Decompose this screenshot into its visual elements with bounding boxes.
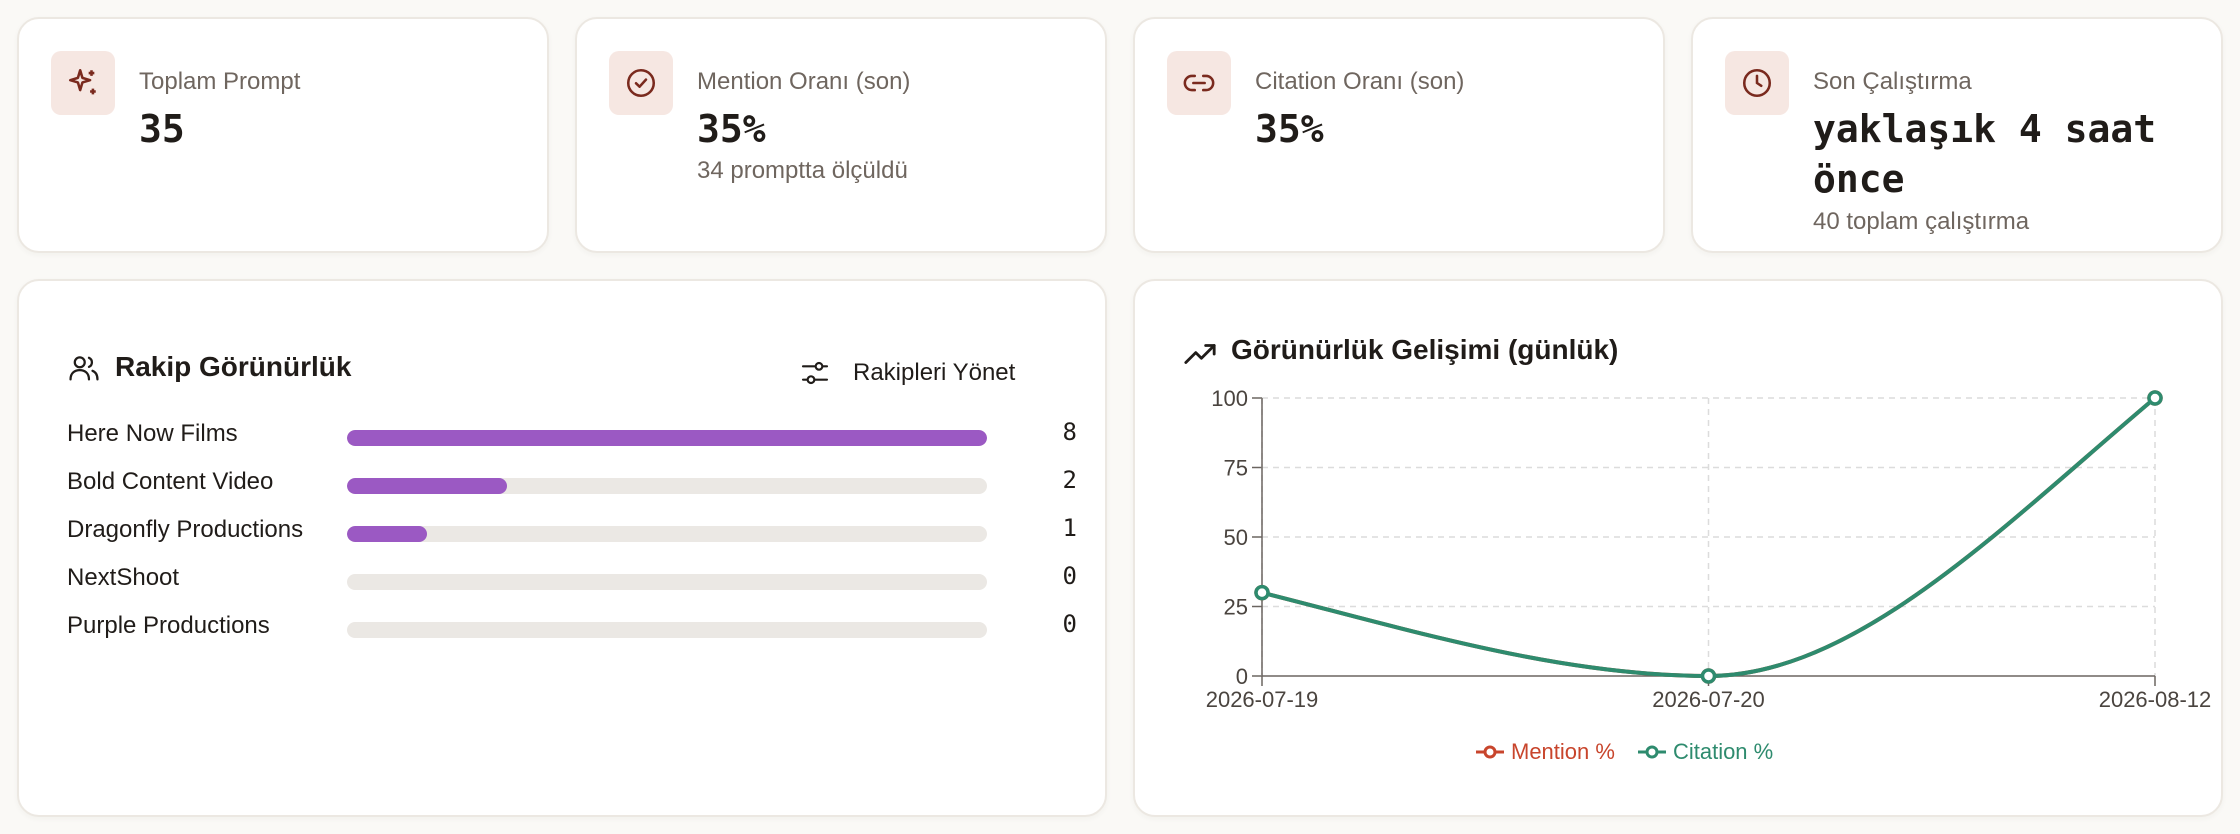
stat-card-mention-rate: Mention Oranı (son) 35% 34 promptta ölçü… [575, 17, 1107, 253]
stat-subtext: 34 promptta ölçüldü [697, 157, 908, 184]
competitor-bar-fill [347, 526, 427, 542]
competitor-count: 0 [1062, 562, 1077, 590]
chart-legend: Mention % Citation % [1475, 739, 1773, 765]
stat-value: yaklaşık 4 saat önce [1813, 107, 2157, 201]
competitor-count: 1 [1062, 514, 1077, 542]
competitor-bar-fill [347, 430, 987, 446]
visibility-trend-title: Görünürlük Gelişimi (günlük) [1231, 334, 1619, 365]
competitor-bar-fill [347, 478, 507, 494]
visibility-trend-card: Görünürlük Gelişimi (günlük) 0 25 50 75 100 2… [1133, 279, 2223, 817]
stat-label: Mention Oranı (son) [697, 68, 911, 95]
competitor-name: NextShoot [67, 564, 180, 591]
legend-item-citation[interactable]: Citation % [1637, 739, 1773, 765]
x-tick-label: 2026-08-12 [2099, 687, 2212, 712]
stat-value: 35% [697, 107, 766, 151]
competitor-name: Dragonfly Productions [67, 516, 304, 543]
stat-label: Son Çalıştırma [1813, 68, 1972, 95]
check-circle-icon [609, 51, 673, 115]
stat-value: 35% [1255, 107, 1324, 151]
y-tick-label: 25 [1224, 595, 1248, 620]
y-tick-label: 0 [1236, 664, 1248, 689]
legend-marker-icon [1476, 745, 1504, 759]
visibility-line-chart: 0 25 50 75 100 2026-07-19 2026-07-20 2026-08-12 [1206, 386, 2212, 712]
sparkles-icon [51, 51, 115, 115]
stat-value: 35 [139, 107, 185, 151]
citation-point [1254, 584, 1270, 601]
competitor-name: Purple Productions [67, 612, 270, 639]
manage-competitors-label: Rakipleri Yönet [853, 359, 1016, 386]
competitor-row: Dragonfly Productions 1 [67, 512, 1077, 552]
citation-point [2147, 390, 2163, 406]
competitor-bar-track [347, 478, 987, 494]
competitor-name: Here Now Films [67, 420, 238, 447]
stat-card-citation-rate: Citation Oranı (son) 35% [1133, 17, 1665, 253]
stat-label: Toplam Prompt [139, 68, 301, 95]
users-icon [69, 356, 99, 381]
legend-label: Citation % [1672, 739, 1774, 764]
y-tick-label: 75 [1224, 456, 1248, 481]
competitor-count: 0 [1062, 610, 1077, 638]
competitor-row: Here Now Films 8 [67, 416, 1077, 456]
stat-subtext: 40 toplam çalıştırma [1813, 208, 2030, 235]
x-tick-label: 2026-07-19 [1206, 687, 1319, 712]
competitor-row: Purple Productions 0 [67, 608, 1077, 648]
stat-card-last-run: Son Çalıştırma yaklaşık 4 saat önce 40 t… [1691, 17, 2223, 253]
y-tick-label: 50 [1224, 525, 1248, 550]
trending-up-icon [1184, 344, 1216, 364]
citation-point [1700, 668, 1717, 684]
competitor-bar-track [347, 574, 987, 590]
competitor-name: Bold Content Video [67, 468, 274, 495]
legend-label: Mention % [1511, 739, 1615, 764]
clock-icon [1725, 51, 1789, 115]
competitor-visibility-title: Rakip Görünürlük [115, 351, 352, 382]
stat-card-total-prompt: Toplam Prompt 35 [17, 17, 549, 253]
competitor-bar-track [347, 622, 987, 638]
competitor-visibility-card: Rakip Görünürlük Rakipleri Yönet Here No… [17, 279, 1107, 817]
y-tick-label: 100 [1211, 386, 1248, 411]
competitor-count: 8 [1062, 418, 1077, 446]
competitor-row: NextShoot 0 [67, 560, 1077, 600]
competitor-count: 2 [1062, 466, 1077, 494]
legend-item-mention[interactable]: Mention % [1475, 739, 1615, 765]
manage-competitors-button[interactable]: Rakipleri Yönet [799, 353, 1015, 393]
competitor-row: Bold Content Video 2 [67, 464, 1077, 504]
sliders-icon [801, 361, 829, 385]
competitor-bar-track [347, 526, 987, 542]
legend-marker-icon [1637, 745, 1666, 759]
stat-label: Citation Oranı (son) [1255, 68, 1465, 95]
x-tick-label: 2026-07-20 [1652, 687, 1765, 712]
link-icon [1167, 51, 1231, 115]
competitor-bar-track [347, 430, 987, 446]
